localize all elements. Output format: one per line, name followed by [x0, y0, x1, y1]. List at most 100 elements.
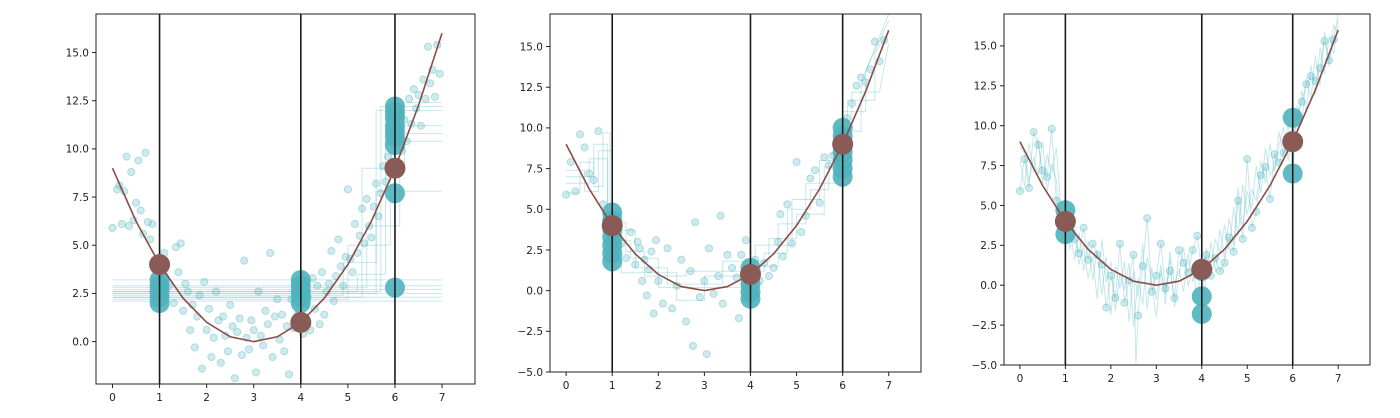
- noisy-sample-point: [1088, 239, 1097, 248]
- noisy-sample-point: [1161, 284, 1170, 293]
- noisy-sample-point: [285, 370, 294, 379]
- plot-area: [108, 14, 444, 384]
- noisy-sample-point: [580, 143, 589, 152]
- noisy-sample-point: [642, 291, 651, 300]
- noisy-sample-point: [647, 247, 656, 256]
- noisy-sample-point: [1038, 166, 1047, 175]
- true-function-curve: [565, 30, 890, 292]
- noisy-sample-point: [691, 218, 700, 227]
- noisy-sample-point: [1302, 80, 1311, 89]
- noisy-sample-point: [1134, 311, 1143, 320]
- noisy-sample-point: [1261, 163, 1270, 172]
- noisy-sample-point: [136, 206, 145, 215]
- noisy-sample-point: [197, 364, 206, 373]
- x-tick-label: 2: [655, 380, 662, 392]
- noisy-sample-point: [374, 212, 383, 221]
- noisy-sample-point: [216, 358, 225, 367]
- noisy-sample-point: [654, 276, 663, 285]
- noisy-sample-point: [214, 316, 223, 325]
- noisy-sample-point: [764, 271, 773, 280]
- noisy-sample-point: [783, 200, 792, 209]
- x-tick-label: 6: [839, 380, 846, 392]
- noisy-sample-point: [249, 326, 258, 335]
- noisy-sample-point: [1170, 293, 1179, 302]
- truth-marker: [384, 157, 406, 179]
- noisy-sample-point: [741, 236, 750, 245]
- noisy-sample-point: [870, 37, 879, 46]
- noisy-sample-point: [857, 73, 866, 82]
- noisy-sample-point: [1025, 183, 1034, 192]
- noisy-sample-point: [261, 306, 270, 315]
- noisy-sample-point: [774, 237, 783, 246]
- noisy-sample-point: [1147, 287, 1156, 296]
- x-tick-label: 3: [250, 392, 257, 404]
- noisy-sample-point: [1015, 187, 1024, 196]
- noisy-sample-point: [195, 291, 204, 300]
- noisy-sample-point: [1202, 250, 1211, 259]
- noisy-sample-point: [358, 204, 367, 213]
- noisy-sample-point: [426, 79, 435, 88]
- noisy-sample-point: [228, 322, 237, 331]
- noisy-sample-point: [566, 158, 575, 167]
- x-tick-label: 2: [203, 392, 210, 404]
- noisy-sample-point: [1047, 124, 1056, 133]
- noisy-sample-point: [1043, 172, 1052, 181]
- truth-marker: [601, 215, 623, 237]
- noisy-sample-point: [339, 281, 348, 290]
- noisy-sample-point: [259, 341, 268, 350]
- noisy-sample-point: [847, 99, 856, 108]
- noisy-sample-point: [282, 322, 291, 331]
- noisy-sample-point: [223, 347, 232, 356]
- y-tick-label: 2.5: [72, 288, 89, 300]
- noisy-sample-point: [811, 166, 820, 175]
- y-tick-label: −5.0: [972, 360, 998, 372]
- noisy-sample-point: [635, 244, 644, 253]
- noisy-sample-point: [820, 153, 829, 162]
- x-tick-label: 7: [885, 380, 892, 392]
- noisy-sample-point: [652, 236, 661, 245]
- noisy-sample-point: [1079, 223, 1088, 232]
- noisy-sample-point: [1152, 271, 1161, 280]
- x-tick-label: 3: [1153, 373, 1160, 385]
- noisy-sample-point: [663, 244, 672, 253]
- noisy-sample-point: [348, 268, 357, 277]
- noisy-sample-point: [240, 256, 249, 265]
- y-tick-label: 7.5: [980, 160, 997, 172]
- noisy-sample-point: [589, 175, 598, 184]
- noisy-sample-point: [734, 314, 743, 323]
- noisy-sample-point: [1179, 258, 1188, 267]
- noisy-sample-point: [1238, 234, 1247, 243]
- noisy-sample-point: [409, 85, 418, 94]
- noisy-sample-point: [638, 276, 647, 285]
- noisy-sample-point: [320, 310, 329, 319]
- plot-area: [1015, 14, 1339, 365]
- noisy-sample-point: [127, 168, 136, 177]
- noisy-sample-point: [172, 243, 181, 252]
- noisy-sample-point: [277, 310, 286, 319]
- noisy-sample-point: [169, 299, 178, 308]
- y-tick-label: −5.0: [518, 367, 544, 379]
- noisy-sample-point: [1175, 246, 1184, 255]
- x-tick-label: 0: [563, 380, 570, 392]
- noisy-sample-point: [1156, 239, 1165, 248]
- noisy-sample-point: [1111, 293, 1120, 302]
- noisy-sample-point: [1265, 195, 1274, 204]
- x-tick-label: 4: [297, 392, 304, 404]
- noisy-sample-point: [233, 327, 242, 336]
- y-tick-label: 10.0: [520, 123, 543, 135]
- noisy-sample-point: [1225, 233, 1234, 242]
- noisy-sample-point: [1029, 128, 1038, 137]
- true-function-curve: [1019, 29, 1339, 287]
- noisy-sample-point: [728, 263, 737, 272]
- noisy-sample-point: [1215, 266, 1224, 275]
- truth-marker: [290, 311, 312, 333]
- noisy-sample-point: [1243, 155, 1252, 164]
- noisy-sample-point: [815, 198, 824, 207]
- y-tick-label: 5.0: [526, 204, 543, 216]
- y-tick-label: 7.5: [72, 192, 89, 204]
- noisy-sample-point: [204, 304, 213, 313]
- y-tick-label: 5.0: [980, 200, 997, 212]
- noisy-sample-point: [362, 194, 371, 203]
- y-tick-label: 12.5: [520, 82, 543, 94]
- noisy-sample-point: [806, 174, 815, 183]
